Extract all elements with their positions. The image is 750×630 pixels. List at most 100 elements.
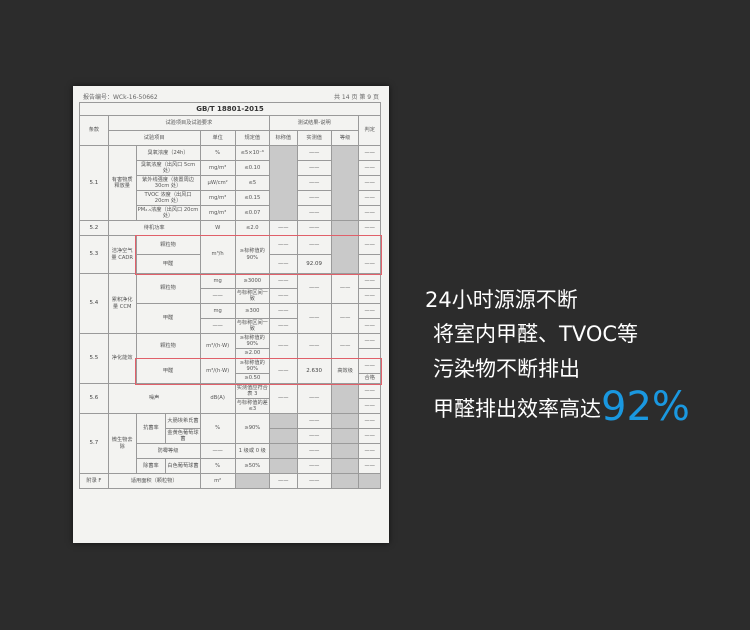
sub-item: 白色葡萄球菌 xyxy=(165,458,201,474)
limit: ≤0.07 xyxy=(234,205,270,221)
header-group1: 试验项目及试验要求 xyxy=(107,115,270,131)
clause-5-5: 5.5 xyxy=(79,333,109,384)
header-clause: 条款 xyxy=(79,115,109,146)
nominal: —— xyxy=(268,273,298,289)
nominal-empty xyxy=(268,413,298,429)
item: 颗粒物 xyxy=(135,273,201,304)
table-row: 甲醛 mg ≥300 —— —— —— —— xyxy=(80,303,381,334)
verdict-empty xyxy=(358,348,381,359)
item: TVOC 浓度（出风口 20cm 处） xyxy=(135,190,201,206)
test-results-table: GB/T 18801-2015 条款 试验项目及试验要求 测试结果-说明 判定 … xyxy=(79,102,381,489)
grade: —— xyxy=(330,333,360,359)
clause-5-1: 5.1 xyxy=(79,145,109,221)
header-verdict: 判定 xyxy=(358,115,381,146)
verdict: —— xyxy=(358,398,381,414)
limit: 与标称值的差≤3 xyxy=(234,398,270,414)
item: 臭氧浓度（出风口 5cm 处） xyxy=(135,160,201,176)
verdict: —— xyxy=(358,288,381,304)
clause-5-3: 5.3 xyxy=(79,235,109,274)
verdict: —— xyxy=(358,333,381,349)
verdict: —— xyxy=(358,358,381,374)
item: 待机功率 xyxy=(107,220,201,236)
limit: 实测值应符合表 3 xyxy=(234,383,270,399)
nominal: —— xyxy=(268,254,298,274)
category: 洁净空气量 CADR xyxy=(107,235,137,274)
item: 甲醛 xyxy=(135,303,201,334)
grade-empty xyxy=(330,458,360,474)
clause-5-6: 5.6 xyxy=(79,383,109,414)
unit: W xyxy=(199,220,236,236)
category: 净化能效 xyxy=(107,333,137,384)
unit: mg/m³ xyxy=(199,190,236,206)
verdict: —— xyxy=(358,175,381,191)
header-group2: 测试结果-说明 xyxy=(268,115,360,131)
category: 微生物去除 xyxy=(107,413,137,474)
measured: —— xyxy=(296,175,332,191)
grade-empty xyxy=(330,413,360,429)
table-row: 5.1 有害物质释放量 臭氧浓度（24h） % ≤5×10⁻⁶ —— —— xyxy=(79,145,381,221)
nominal: —— xyxy=(268,318,298,334)
grade-formaldehyde: 高效级 xyxy=(330,358,360,384)
nominal: —— xyxy=(268,220,298,236)
page-info: 共 14 页 第 9 页 xyxy=(334,94,379,101)
clause-appendix-f: 附录 F xyxy=(79,473,109,489)
measured: —— xyxy=(296,273,332,304)
item: 颗粒物 xyxy=(135,235,201,255)
measured: —— xyxy=(296,333,332,359)
measured: —— xyxy=(296,235,332,255)
verdict-empty xyxy=(358,473,381,489)
header-grade: 等级 xyxy=(330,130,360,146)
category: 累积净化量 CCM xyxy=(107,273,137,334)
verdict-pass: 合格 xyxy=(358,373,381,384)
limit-empty xyxy=(234,473,270,489)
limit: ≥3000 xyxy=(234,273,270,289)
item: 噪声 xyxy=(107,383,201,414)
unit: % xyxy=(199,145,236,161)
verdict: —— xyxy=(358,235,381,255)
nominal-empty xyxy=(268,428,298,444)
measured: —— xyxy=(296,443,332,459)
promo-line-3: 污染物不断排出 xyxy=(433,357,580,381)
measured: —— xyxy=(296,383,332,414)
item: 防霉等级 xyxy=(135,443,201,459)
clause-5-7: 5.7 xyxy=(79,413,109,474)
measured: —— xyxy=(296,190,332,206)
table-row: 与标称值的差≤3 —— xyxy=(80,398,381,414)
item: 甲醛 xyxy=(135,358,201,384)
limit: ≤5 xyxy=(234,175,270,191)
test-report-document: 报告编号：WCk-16-50662 共 14 页 第 9 页 GB/T 1880… xyxy=(73,86,389,543)
limit: 与标称区间一致 xyxy=(234,288,270,304)
unit: m³/(h·W) xyxy=(199,358,236,384)
nominal: —— xyxy=(268,303,298,319)
measured: —— xyxy=(296,205,332,221)
table-row: —— 与标称区间一致 —— —— xyxy=(80,288,381,304)
measured-formaldehyde-cadr: 92.09 xyxy=(296,254,332,274)
table-row: 金黄色葡萄球菌 —— —— xyxy=(80,428,381,444)
measured: —— xyxy=(296,303,332,334)
limit: ≥标称值的 90% xyxy=(234,358,270,374)
table-row: 5.7 微生物去除 抗菌率 大肠埃希氏菌 % ≥90% —— —— xyxy=(79,413,381,474)
verdict: —— xyxy=(358,413,381,429)
header-nominal: 标称值 xyxy=(268,130,298,146)
measured: —— xyxy=(296,413,332,429)
measured: —— xyxy=(296,145,332,161)
table-row: 5.2 待机功率 W ≤2.0 —— —— —— xyxy=(79,220,381,236)
grade-empty xyxy=(330,235,360,274)
limit: ≤5×10⁻⁶ xyxy=(234,145,270,161)
verdict: —— xyxy=(358,220,381,236)
nominal: —— xyxy=(268,358,298,384)
limit: 1 级或 0 级 xyxy=(234,443,270,459)
unit: m³/h xyxy=(199,235,236,274)
measured: —— xyxy=(296,473,332,489)
unit: —— xyxy=(199,288,236,304)
item: 抗菌率 xyxy=(135,413,167,444)
unit: % xyxy=(199,413,236,444)
unit: mg/m³ xyxy=(199,205,236,221)
unit: % xyxy=(199,458,236,474)
item: 臭氧浓度（24h） xyxy=(135,145,201,161)
item: PM₂.₅浓度（出风口 20cm 处） xyxy=(135,205,201,221)
verdict: —— xyxy=(358,303,381,319)
table-row: 5.4 累积净化量 CCM 颗粒物 mg ≥3000 —— —— —— —— xyxy=(79,273,381,334)
limit: 与标称区间一致 xyxy=(234,318,270,334)
nominal: —— xyxy=(268,235,298,255)
